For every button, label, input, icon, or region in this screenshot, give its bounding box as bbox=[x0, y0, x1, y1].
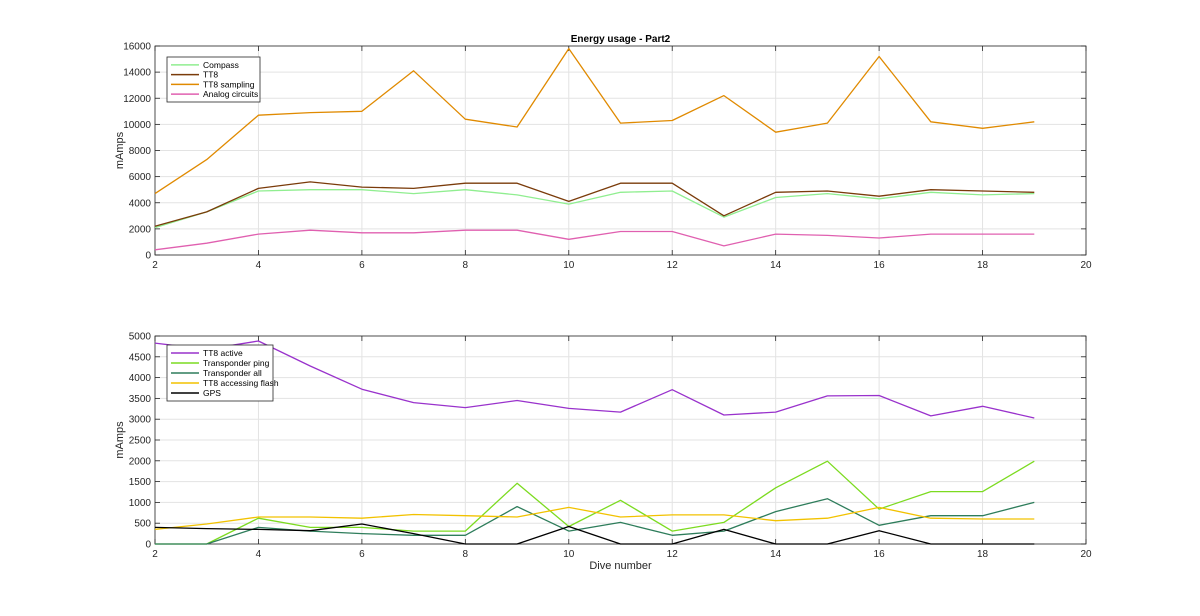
top-plot: 2 4 6 8 10 12 14 16 18 20 0 2000 4000 6000 8000 10000 12… bbox=[114, 34, 1092, 271]
top-y-axis-label: mAmps bbox=[114, 131, 126, 169]
bottom-y-tick-label: 1000 bbox=[129, 498, 152, 509]
top-x-tick-label: 10 bbox=[563, 260, 575, 271]
top-y-tick-label: 4000 bbox=[129, 198, 152, 209]
top-y-tick-label: 6000 bbox=[129, 172, 152, 183]
top-x-tick-label: 14 bbox=[770, 260, 782, 271]
bottom-y-tick-label: 3500 bbox=[129, 394, 152, 405]
bottom-legend-label: TT8 active bbox=[203, 348, 243, 358]
bottom-y-tick-label: 5000 bbox=[129, 332, 152, 343]
top-x-tick-label: 2 bbox=[152, 260, 158, 271]
bottom-x-tick-label: 16 bbox=[874, 549, 886, 560]
bottom-y-axis-label: mAmps bbox=[114, 421, 126, 459]
top-x-tick-label: 12 bbox=[667, 260, 679, 271]
top-series-line-analog-circuits bbox=[154, 229, 1035, 251]
top-x-tick-label: 6 bbox=[359, 260, 365, 271]
top-legend-label: TT8 bbox=[203, 70, 218, 80]
top-y-tick-label: 2000 bbox=[129, 224, 152, 235]
top-x-tick-label: 20 bbox=[1080, 260, 1092, 271]
bottom-y-tick-label: 1500 bbox=[129, 477, 152, 488]
top-series-line-tt8-sampling bbox=[154, 47, 1035, 195]
bottom-y-tick-label: 4500 bbox=[129, 352, 152, 363]
top-x-tick-label: 18 bbox=[977, 260, 989, 271]
bottom-x-tick-label: 2 bbox=[152, 549, 158, 560]
bottom-x-tick-label: 12 bbox=[667, 549, 679, 560]
top-x-tick-label: 16 bbox=[874, 260, 886, 271]
bottom-legend-label: Transponder ping bbox=[203, 358, 270, 368]
bottom-series-line-tt8-active bbox=[154, 340, 1035, 419]
bottom-x-tick-label: 20 bbox=[1080, 549, 1092, 560]
top-legend-label: Analog circuits bbox=[203, 89, 258, 99]
bottom-y-tick-label: 2000 bbox=[129, 456, 152, 467]
bottom-legend-label: TT8 accessing flash bbox=[203, 378, 279, 388]
top-y-tick-label: 0 bbox=[145, 251, 151, 262]
top-legend-label: TT8 sampling bbox=[203, 79, 255, 89]
top-y-tick-label: 14000 bbox=[123, 68, 151, 79]
top-chart-title: Energy usage - Part2 bbox=[571, 34, 671, 45]
top-y-tick-label: 16000 bbox=[123, 42, 151, 53]
bottom-plot: 2 4 6 8 10 12 14 16 18 20 0 500 1000 1500 2000 2500 3000… bbox=[114, 332, 1092, 573]
bottom-x-tick-label: 6 bbox=[359, 549, 365, 560]
top-x-tick-label: 4 bbox=[256, 260, 262, 271]
top-y-tick-label: 10000 bbox=[123, 120, 151, 131]
top-series-line-tt8 bbox=[154, 181, 1035, 227]
top-legend-label: Compass bbox=[203, 60, 239, 70]
top-x-tick-label: 8 bbox=[463, 260, 469, 271]
bottom-y-tick-label: 2500 bbox=[129, 436, 152, 447]
bottom-y-tick-label: 500 bbox=[134, 519, 151, 530]
bottom-y-tick-label: 0 bbox=[145, 540, 151, 551]
bottom-y-tick-label: 4000 bbox=[129, 373, 152, 384]
bottom-x-tick-label: 8 bbox=[463, 549, 469, 560]
bottom-x-tick-label: 18 bbox=[977, 549, 989, 560]
bottom-series-line-tt8-accessing-flash bbox=[154, 506, 1035, 531]
bottom-series-line-transponder-ping bbox=[155, 460, 1035, 545]
bottom-legend-label: Transponder all bbox=[203, 368, 262, 378]
bottom-x-tick-label: 4 bbox=[256, 549, 262, 560]
bottom-x-tick-label: 14 bbox=[770, 549, 782, 560]
bottom-x-tick-label: 10 bbox=[563, 549, 575, 560]
bottom-y-tick-label: 3000 bbox=[129, 415, 152, 426]
top-series-line-compass bbox=[154, 189, 1035, 229]
bottom-legend-label: GPS bbox=[203, 388, 221, 398]
top-y-tick-label: 8000 bbox=[129, 146, 152, 157]
bottom-x-axis-label: Dive number bbox=[589, 560, 652, 572]
top-y-tick-label: 12000 bbox=[123, 94, 151, 105]
bottom-series-line-gps bbox=[154, 523, 1035, 545]
